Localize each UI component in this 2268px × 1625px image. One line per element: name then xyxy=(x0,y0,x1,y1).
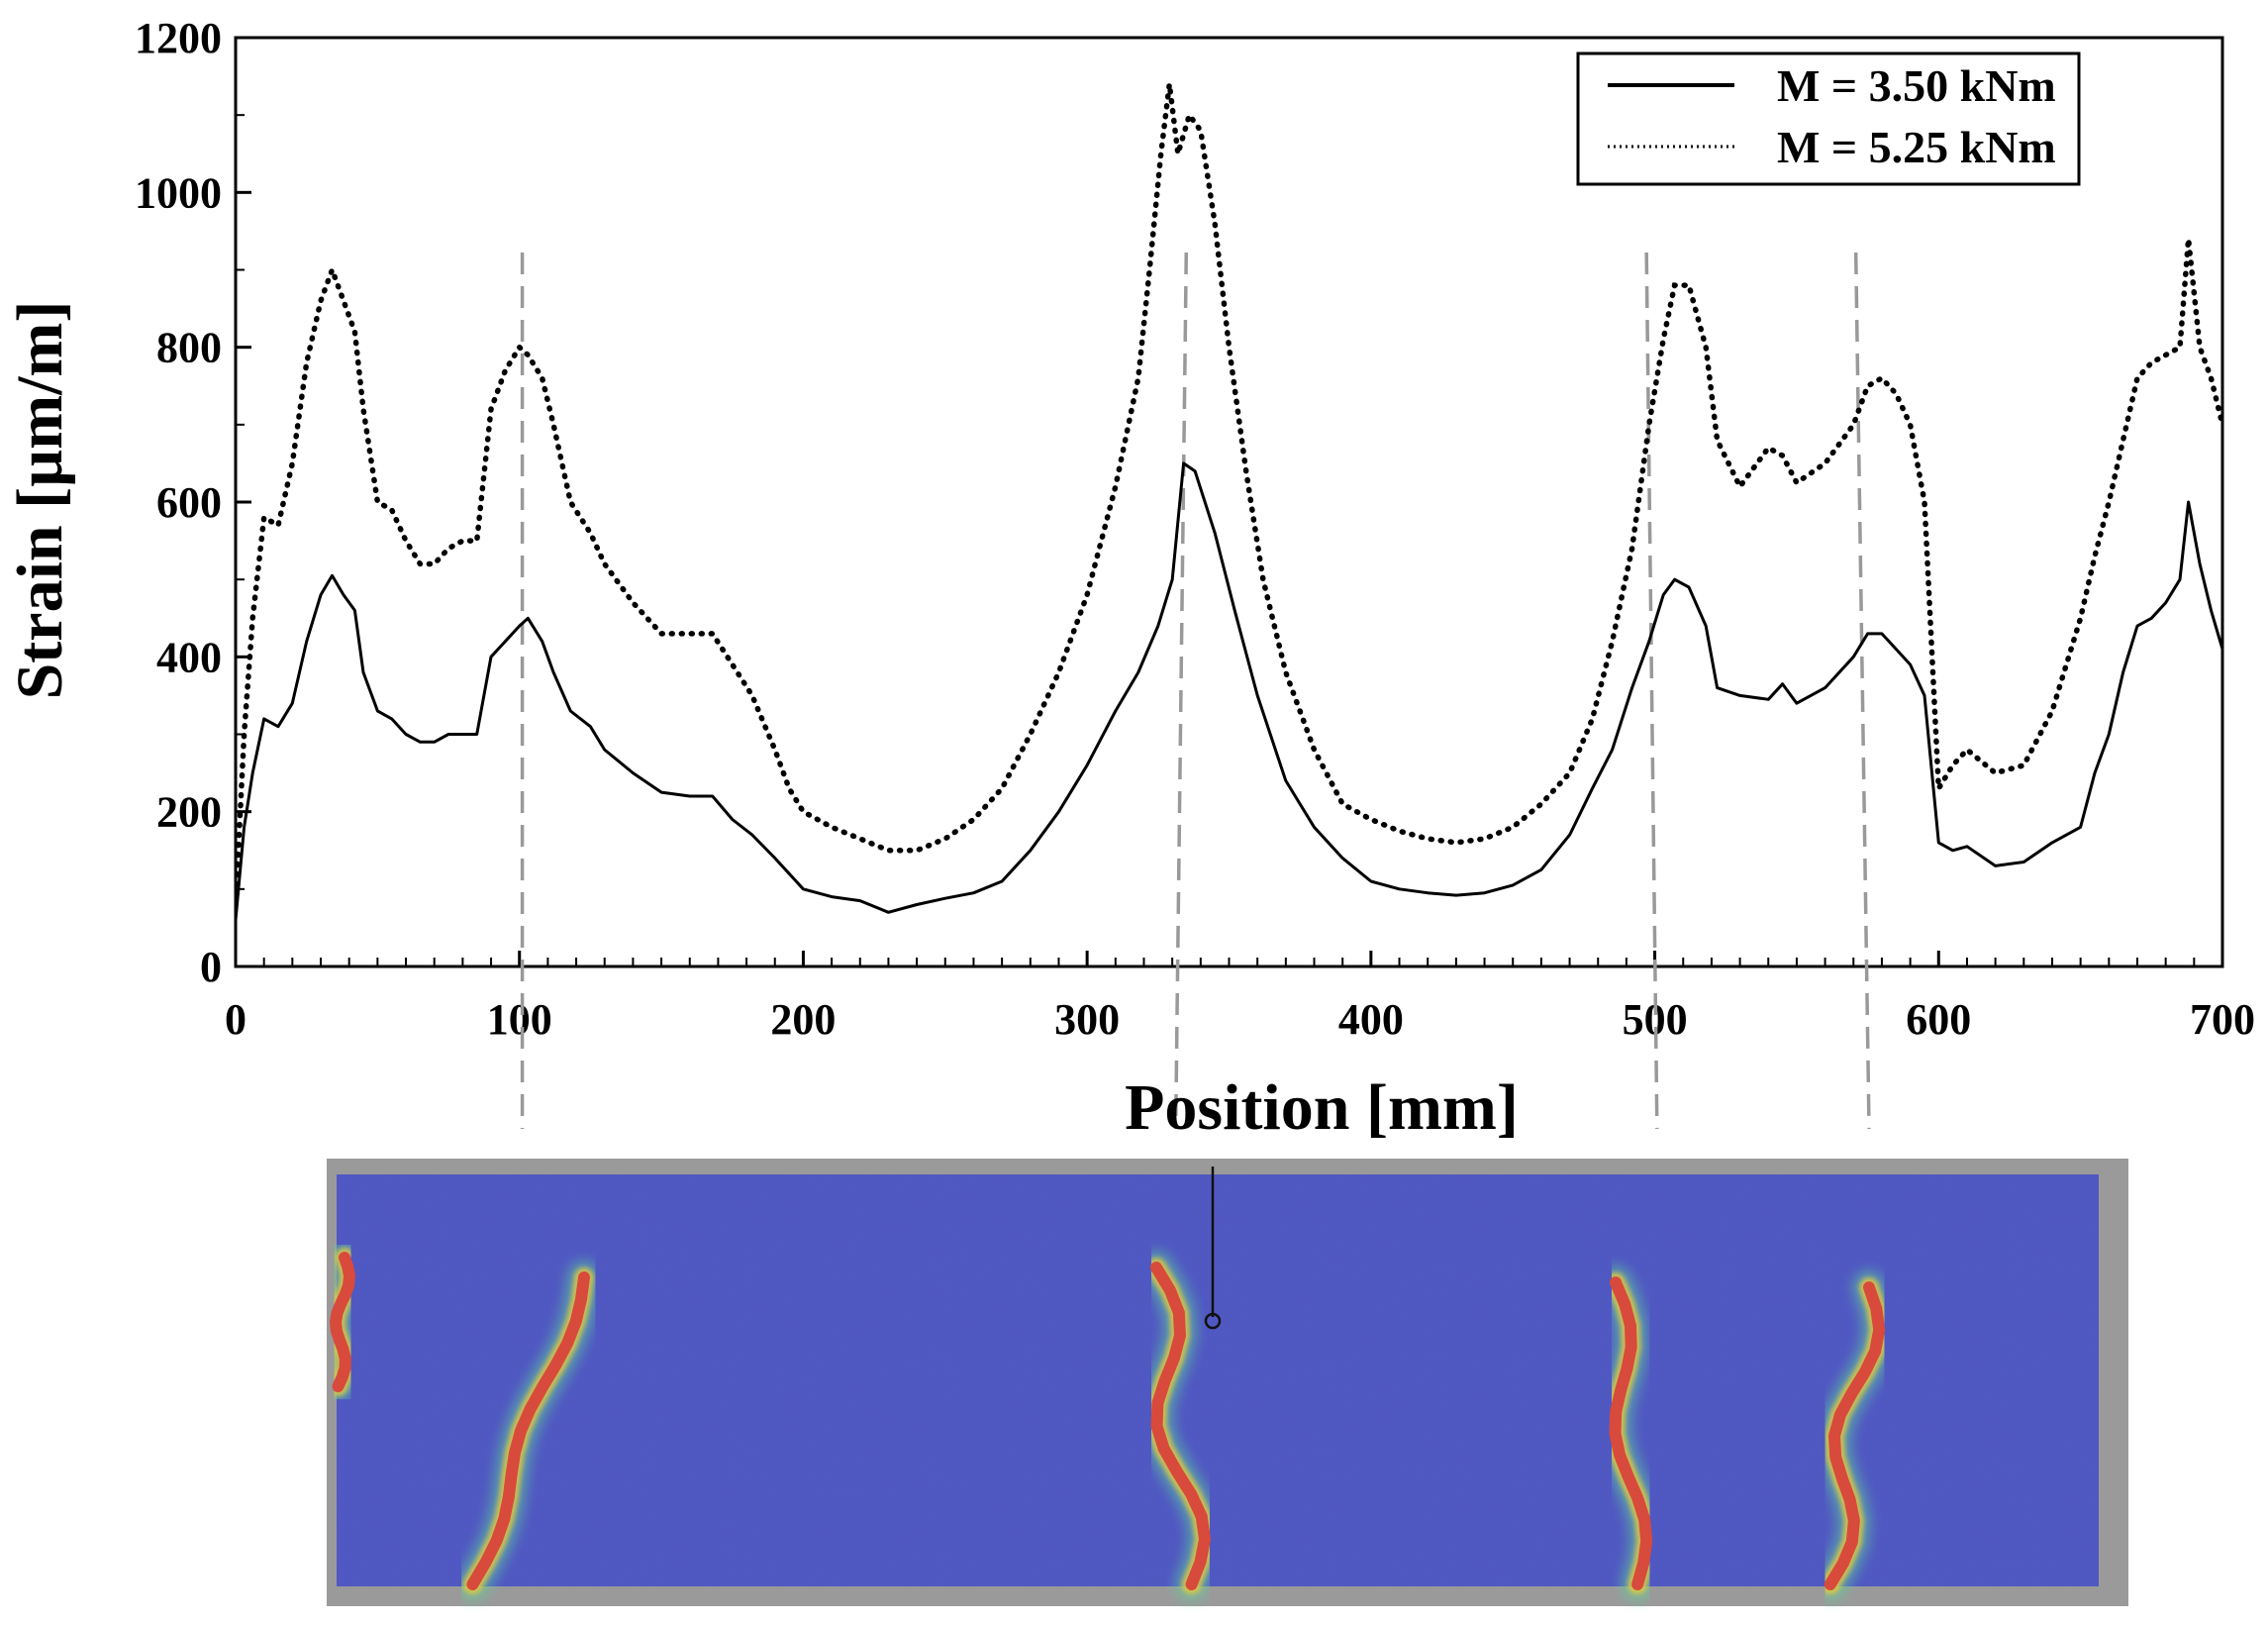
x-tick-label: 400 xyxy=(1338,995,1404,1044)
y-axis: 0 200 400 600 800 1000 1200 xyxy=(135,14,251,991)
y-tick-label: 600 xyxy=(156,478,222,527)
x-axis-title: Position [mm] xyxy=(1125,1071,1519,1144)
crack-core xyxy=(329,1252,356,1392)
crack-core xyxy=(466,1271,590,1590)
crack-core xyxy=(1824,1281,1886,1590)
series-line-m-5-25 xyxy=(236,83,2222,908)
x-tick-label: 0 xyxy=(225,995,247,1044)
legend-label-m-3-50: M = 3.50 kNm xyxy=(1777,60,2056,111)
y-tick-label: 400 xyxy=(156,633,222,681)
legend-box xyxy=(1576,51,2081,186)
legend: M = 3.50 kNm M = 5.25 kNm xyxy=(1576,51,2081,186)
crack-core xyxy=(1609,1276,1653,1590)
y-tick-label: 1200 xyxy=(135,14,222,62)
x-tick-label: 300 xyxy=(1054,995,1120,1044)
crack-guide-line xyxy=(1644,252,1659,1130)
series-line-m-3-50 xyxy=(236,461,2222,921)
x-tick-label: 200 xyxy=(770,995,836,1044)
y-tick-label: 200 xyxy=(156,788,222,837)
y-tick-label: 1000 xyxy=(135,168,222,217)
crack-guide-line xyxy=(1173,252,1189,1130)
x-tick-label: 700 xyxy=(2190,995,2255,1044)
crack-guide-lines xyxy=(520,252,1871,1130)
y-axis-title: Strain [µm/m] xyxy=(4,301,76,700)
crack-overlays xyxy=(318,1241,1897,1601)
x-tick-label: 600 xyxy=(1906,995,1971,1044)
y-tick-label: 800 xyxy=(156,324,222,372)
y-tick-label: 0 xyxy=(200,943,222,991)
gauge-point xyxy=(1204,1312,1222,1330)
crack-core xyxy=(1150,1262,1212,1590)
legend-label-m-5-25: M = 5.25 kNm xyxy=(1777,122,2056,172)
x-axis: 0 100 200 300 400 500 600 700 xyxy=(225,951,2255,1044)
crack-guide-line xyxy=(1853,252,1871,1130)
x-tick-label: 100 xyxy=(487,995,552,1044)
dic-strain-image xyxy=(318,1159,2128,1606)
